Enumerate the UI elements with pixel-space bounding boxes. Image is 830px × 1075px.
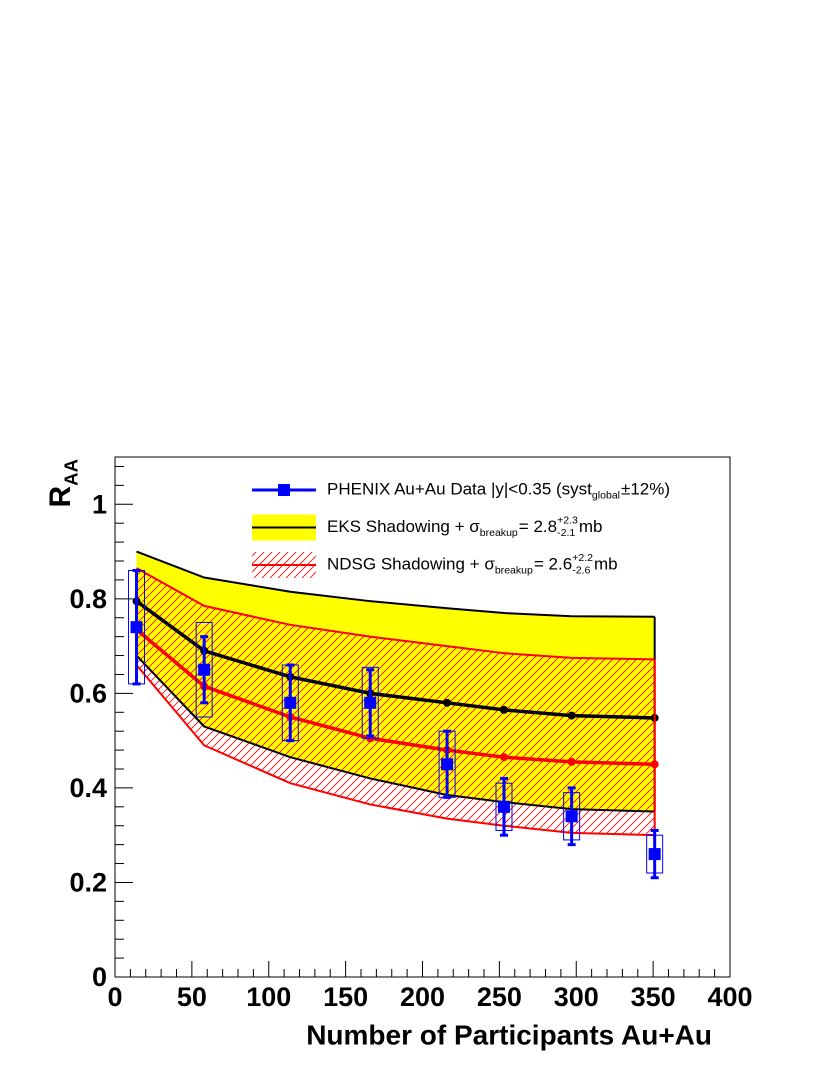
- label-text: PHENIX Au+Au Data |y|<0.35 (syst: [327, 479, 592, 498]
- band-edge: [135, 664, 655, 837]
- x-tick-label: 200: [400, 982, 445, 1012]
- label-sub: -2.6: [572, 565, 590, 577]
- points: [128, 568, 664, 880]
- curves: [132, 550, 659, 837]
- y-tick-label: 0.8: [69, 584, 107, 614]
- y-tick-label: 0: [92, 962, 107, 992]
- x-tick-label: 250: [477, 982, 522, 1012]
- label-sup: +2.3: [557, 514, 578, 526]
- bands: [136, 551, 655, 836]
- x-tick-label: 350: [631, 982, 676, 1012]
- marker: [565, 810, 578, 823]
- label-text: R: [44, 486, 77, 508]
- curve-point: [567, 757, 576, 766]
- x-tick-label: 100: [246, 982, 291, 1012]
- label-text: mb: [594, 554, 618, 573]
- marker: [130, 621, 143, 634]
- syst-box: [195, 621, 213, 718]
- marker: [364, 696, 377, 709]
- marker: [198, 663, 211, 676]
- label-sup: +2.2: [572, 552, 593, 564]
- label-sub: -2.1: [557, 527, 575, 539]
- y-tick-label: 1: [92, 489, 107, 519]
- band: [136, 568, 655, 836]
- central-curve: [135, 628, 655, 767]
- label-text: = 2.8: [519, 517, 557, 536]
- legend-marker: [278, 484, 290, 496]
- label-sub: breakup: [495, 565, 533, 577]
- label-text: EKS Shadowing + σ: [327, 517, 480, 536]
- x-tick-label: 300: [554, 982, 599, 1012]
- x-tick-label: 50: [177, 982, 207, 1012]
- legend: PHENIX Au+Au Data |y|<0.35 (syst global ±1…: [252, 479, 670, 578]
- label-sub: global: [592, 490, 620, 502]
- x-tick-label: 150: [323, 982, 368, 1012]
- label-text: ±12%): [621, 479, 670, 498]
- central-curve: [135, 599, 655, 720]
- y-tick-label: 0.6: [69, 678, 107, 708]
- rich-text: RAA: [44, 459, 81, 508]
- marker: [284, 696, 297, 709]
- label-sub: AA: [60, 459, 81, 486]
- rich-text: PHENIX Au+Au Data |y|<0.35 (syst global ±1…: [327, 479, 670, 501]
- band-edge: [136, 567, 655, 661]
- x-tick-label: 0: [107, 982, 122, 1012]
- rich-text: NDSG Shadowing + σ breakup = 2.6 +2.2-2.6 …: [327, 552, 618, 577]
- band-edge: [136, 550, 655, 618]
- curve-point: [650, 760, 659, 769]
- marker: [497, 800, 510, 813]
- x-axis-title: Number of Participants Au+Au: [306, 1019, 712, 1050]
- curve-point: [499, 705, 508, 714]
- marker: [648, 848, 661, 861]
- curve-point: [567, 711, 576, 720]
- label-text: NDSG Shadowing + σ: [327, 554, 495, 573]
- curve-point: [499, 753, 508, 762]
- curve-point: [443, 698, 452, 707]
- rich-text: EKS Shadowing + σ breakup = 2.8 +2.3-2.1 m…: [327, 514, 603, 539]
- band-edge: [135, 654, 655, 813]
- syst-box: [361, 666, 379, 739]
- x-tick-label: 400: [707, 982, 752, 1012]
- marker: [441, 758, 454, 771]
- axes: 0 50 100 150 200 250 300 350 400 0 0.2 0.4 0.6 0.8 1: [69, 465, 753, 1012]
- label-text: = 2.6: [534, 554, 572, 573]
- label-sub: breakup: [480, 527, 518, 539]
- y-tick-label: 0.2: [69, 868, 107, 898]
- y-tick-label: 0.4: [69, 773, 107, 803]
- label-text: mb: [579, 517, 603, 536]
